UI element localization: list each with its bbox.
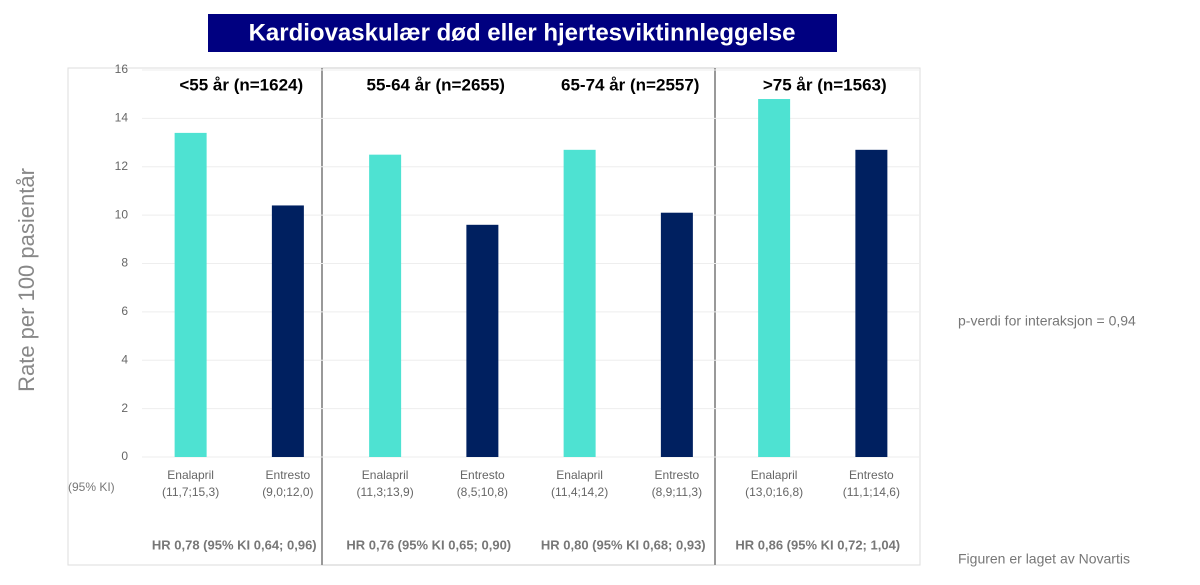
y-tick-label: 16 (115, 62, 129, 76)
bar (466, 224, 499, 457)
y-tick-label: 0 (121, 449, 128, 463)
y-tick-label: 14 (115, 111, 129, 125)
x-tick-label: Entresto (460, 468, 505, 482)
bar (563, 149, 596, 457)
ci-label: (8,9;11,3) (652, 485, 702, 499)
title-box (208, 14, 837, 52)
y-tick-label: 8 (121, 256, 128, 270)
bar (758, 99, 791, 458)
ci-label: (11,1;14,6) (843, 485, 900, 499)
ci-label: (13,0;16,8) (745, 485, 803, 499)
bar (369, 154, 402, 457)
x-tick-label: Entresto (655, 468, 700, 482)
hr-label: HR 0,76 (95% KI 0,65; 0,90) (346, 537, 511, 552)
ci-label: (11,7;15,3) (162, 485, 219, 499)
hr-label: HR 0,78 (95% KI 0,64; 0,96) (152, 537, 317, 552)
x-tick-label: Entresto (849, 468, 894, 482)
bar (174, 132, 207, 457)
y-tick-label: 12 (115, 159, 129, 173)
x-tick-label: Enalapril (751, 468, 798, 482)
hr-label: HR 0,86 (95% KI 0,72; 1,04) (735, 537, 900, 552)
x-tick-label: Enalapril (167, 468, 214, 482)
y-tick-label: 6 (121, 304, 128, 318)
bar (271, 205, 304, 457)
x-tick-label: Enalapril (362, 468, 409, 482)
y-tick-label: 10 (115, 207, 129, 221)
ci-label: (11,4;14,2) (551, 485, 608, 499)
ci-label: (8,5;10,8) (457, 485, 508, 499)
note: p-verdi for interaksjon = 0,94 (958, 313, 1136, 329)
hr-label: HR 0,80 (95% KI 0,68; 0,93) (541, 537, 706, 552)
bar (855, 149, 888, 457)
ci-header: (95% KI) (68, 480, 115, 494)
ci-label: (9,0;12,0) (262, 485, 313, 499)
group-label: 65-74 år (n=2557) (561, 75, 699, 94)
x-tick-label: Enalapril (556, 468, 603, 482)
y-axis-label: Rate per 100 pasientår (14, 168, 39, 392)
y-tick-label: 4 (121, 352, 128, 366)
group-label: <55 år (n=1624) (179, 75, 303, 94)
y-tick-label: 2 (121, 401, 128, 415)
group-label: 55-64 år (n=2655) (367, 75, 505, 94)
footer: Figuren er laget av Novartis (958, 551, 1130, 567)
ci-label: (11,3;13,9) (357, 485, 414, 499)
group-label: >75 år (n=1563) (763, 75, 887, 94)
bar (660, 212, 693, 457)
x-tick-label: Entresto (266, 468, 311, 482)
chart-title: Kardiovaskulær død eller hjertesviktinnl… (249, 19, 796, 46)
